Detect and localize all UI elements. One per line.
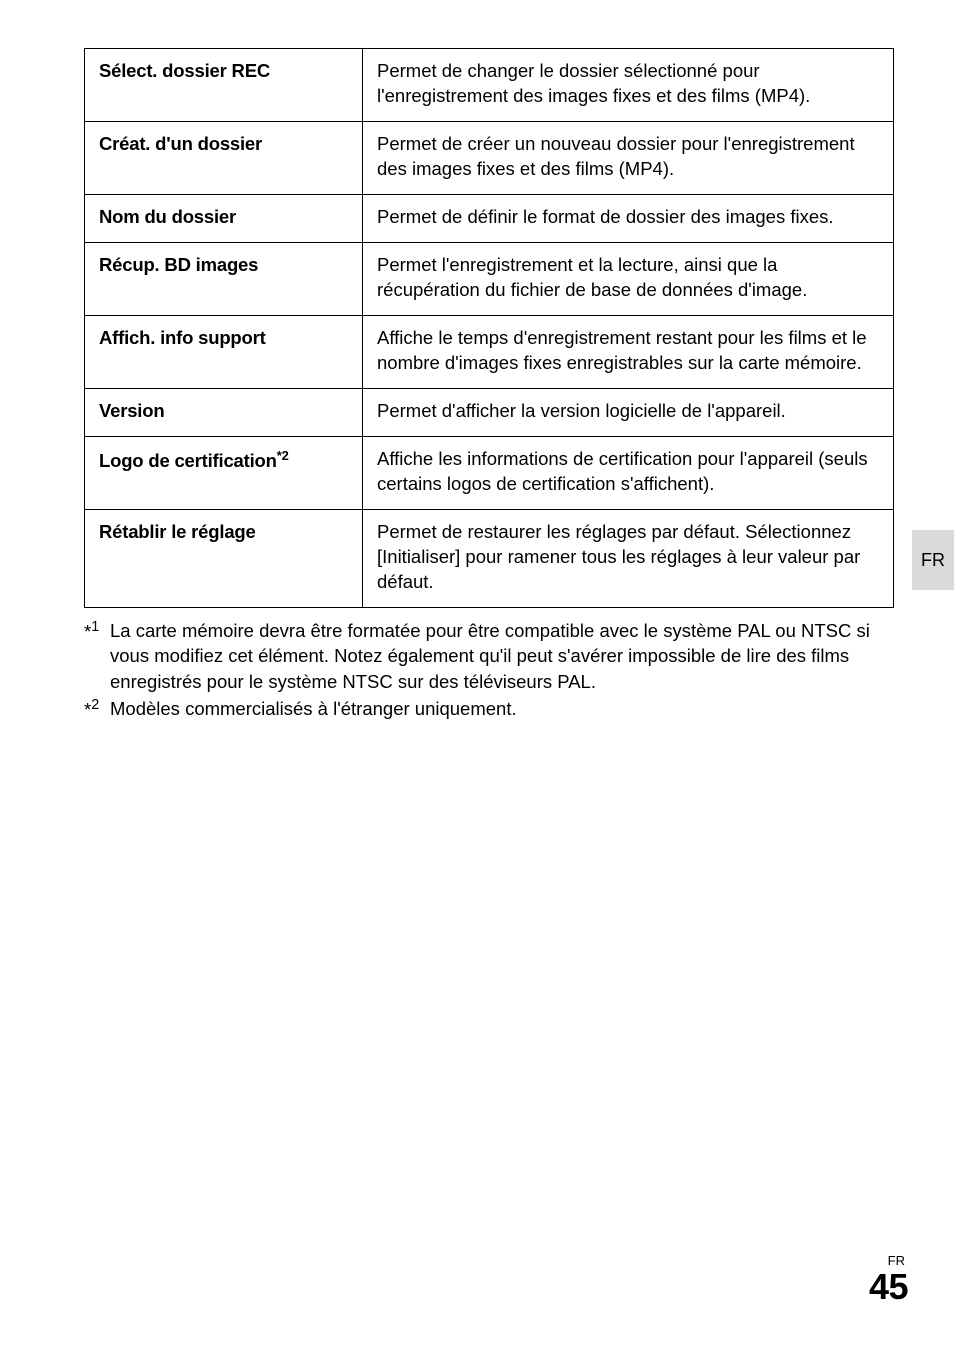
table-row: Rétablir le réglagePermet de restaurer l…	[85, 509, 894, 607]
setting-description: Affiche le temps d'enregistrement restan…	[363, 315, 894, 388]
setting-label: Sélect. dossier REC	[85, 49, 363, 122]
footnote-mark: *2	[84, 696, 110, 723]
footnote-mark: *1	[84, 618, 110, 695]
setting-label: Récup. BD images	[85, 242, 363, 315]
side-tab: FR	[912, 530, 954, 590]
table-row: Récup. BD imagesPermet l'enregistrement …	[85, 242, 894, 315]
table-row: Créat. d'un dossierPermet de créer un no…	[85, 121, 894, 194]
table-row: Sélect. dossier RECPermet de changer le …	[85, 49, 894, 122]
setting-description: Permet l'enregistrement et la lecture, a…	[363, 242, 894, 315]
setting-description: Permet de restaurer les réglages par déf…	[363, 509, 894, 607]
side-tab-label: FR	[921, 550, 945, 571]
setting-label: Rétablir le réglage	[85, 509, 363, 607]
setting-description: Affiche les informations de certificatio…	[363, 436, 894, 509]
setting-label: Logo de certification*2	[85, 436, 363, 509]
setting-description: Permet de définir le format de dossier d…	[363, 194, 894, 242]
footnote: *2Modèles commercialisés à l'étranger un…	[84, 696, 894, 723]
footnotes: *1La carte mémoire devra être formatée p…	[84, 618, 894, 723]
setting-label: Version	[85, 388, 363, 436]
page-footer: FR 45	[869, 1254, 908, 1305]
footnote-text: La carte mémoire devra être formatée pou…	[110, 618, 894, 695]
setting-description: Permet de changer le dossier sélectionné…	[363, 49, 894, 122]
table-row: VersionPermet d'afficher la version logi…	[85, 388, 894, 436]
table-body: Sélect. dossier RECPermet de changer le …	[85, 49, 894, 608]
table-row: Affich. info supportAffiche le temps d'e…	[85, 315, 894, 388]
setting-label: Affich. info support	[85, 315, 363, 388]
footer-page-number: 45	[869, 1266, 908, 1307]
setting-label: Créat. d'un dossier	[85, 121, 363, 194]
setting-label: Nom du dossier	[85, 194, 363, 242]
table-row: Logo de certification*2Affiche les infor…	[85, 436, 894, 509]
settings-table: Sélect. dossier RECPermet de changer le …	[84, 48, 894, 608]
footnote-text: Modèles commercialisés à l'étranger uniq…	[110, 696, 894, 723]
setting-description: Permet de créer un nouveau dossier pour …	[363, 121, 894, 194]
table-row: Nom du dossierPermet de définir le forma…	[85, 194, 894, 242]
setting-description: Permet d'afficher la version logicielle …	[363, 388, 894, 436]
footnote: *1La carte mémoire devra être formatée p…	[84, 618, 894, 695]
